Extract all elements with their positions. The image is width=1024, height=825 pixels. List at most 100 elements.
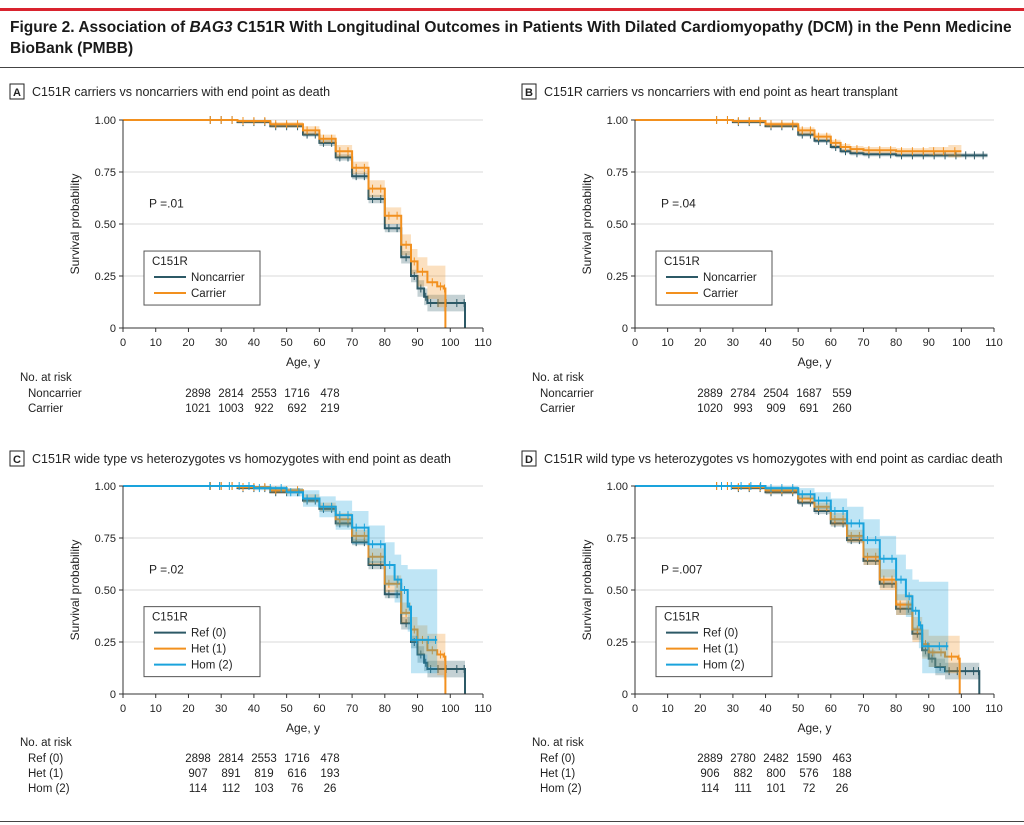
series-1 (635, 116, 962, 158)
risk-value: 1003 (218, 403, 244, 415)
y-tick-label: 0 (110, 689, 116, 701)
figure-title-gene: BAG3 (189, 19, 233, 36)
legend-title: C151R (664, 256, 700, 268)
y-tick-label: 1.00 (95, 115, 116, 127)
y-tick-label: 0.50 (607, 585, 628, 597)
risk-value: 219 (320, 403, 339, 415)
legend-entry: Noncarrier (191, 272, 245, 284)
risk-value: 2553 (251, 388, 277, 400)
risk-value: 478 (320, 388, 339, 400)
panel-c: C C151R wide type vs heterozygotes vs hom… (9, 450, 492, 795)
y-tick-label: 0 (622, 689, 628, 701)
y-tick-label: 0.75 (95, 167, 116, 179)
x-tick-label: 60 (825, 703, 837, 715)
legend-title: C151R (152, 612, 188, 624)
panel-title: C151R carriers vs noncarriers with end p… (32, 85, 330, 99)
risk-row-label: Het (1) (540, 768, 575, 780)
y-tick-label: 0.25 (607, 637, 628, 649)
p-value: P =.04 (661, 196, 696, 210)
y-tick-label: 1.00 (95, 481, 116, 493)
risk-value: 993 (733, 403, 752, 415)
risk-value: 114 (701, 783, 720, 795)
risk-value: 2814 (218, 753, 244, 765)
survival-curve (635, 119, 988, 157)
risk-value: 72 (803, 783, 816, 795)
ci-band (635, 486, 980, 694)
risk-value: 2482 (763, 753, 789, 765)
figure-title: Figure 2. Association of BAG3 C151R With… (10, 17, 1014, 59)
panel-b: B C151R carriers vs noncarriers with end … (521, 83, 1003, 415)
legend-entry: Ref (0) (191, 628, 226, 640)
y-tick-label: 0.25 (95, 637, 116, 649)
x-axis-title: Age, y (286, 355, 320, 369)
x-tick-label: 60 (313, 337, 325, 349)
y-tick-label: 0.75 (607, 167, 628, 179)
risk-value: 2898 (185, 388, 211, 400)
x-tick-label: 80 (890, 703, 902, 715)
risk-value: 1716 (284, 753, 310, 765)
x-tick-label: 70 (857, 703, 869, 715)
risk-value: 909 (766, 403, 785, 415)
risk-table-header: No. at risk (532, 737, 584, 749)
risk-value: 2889 (697, 388, 723, 400)
x-tick-label: 10 (662, 703, 674, 715)
series-2 (123, 482, 438, 674)
series-2 (635, 482, 949, 674)
risk-row-label: Ref (0) (28, 753, 63, 765)
survival-curve (635, 119, 962, 153)
x-tick-label: 30 (215, 703, 227, 715)
x-axis-title: Age, y (797, 355, 831, 369)
legend-title: C151R (664, 612, 700, 624)
risk-value: 478 (320, 753, 339, 765)
x-tick-label: 0 (120, 703, 126, 715)
risk-value: 1687 (796, 388, 822, 400)
p-value: P =.007 (661, 562, 703, 576)
risk-value: 907 (188, 768, 207, 780)
risk-table-header: No. at risk (532, 372, 584, 384)
risk-value: 800 (766, 768, 785, 780)
x-tick-label: 40 (248, 703, 260, 715)
x-tick-label: 90 (923, 703, 935, 715)
risk-value: 1021 (185, 403, 211, 415)
x-tick-label: 110 (985, 703, 1003, 715)
ci-band (635, 120, 988, 158)
risk-value: 2814 (218, 388, 244, 400)
x-tick-label: 80 (379, 703, 391, 715)
x-tick-label: 90 (411, 337, 423, 349)
risk-row-label: Hom (2) (540, 783, 582, 795)
p-value: P =.02 (149, 562, 184, 576)
y-tick-label: 0.75 (95, 533, 116, 545)
risk-value: 1590 (796, 753, 822, 765)
y-tick-label: 0.25 (607, 271, 628, 283)
risk-value: 2889 (697, 753, 723, 765)
panel-d: D C151R wild type vs heterozygotes vs hom… (521, 450, 1003, 795)
top-accent-bar (0, 8, 1024, 11)
x-tick-label: 20 (694, 337, 706, 349)
panel-title: C151R wide type vs heterozygotes vs homo… (32, 452, 451, 466)
risk-value: 463 (832, 753, 851, 765)
risk-value: 101 (766, 783, 785, 795)
x-tick-label: 10 (150, 703, 162, 715)
ci-band (635, 486, 960, 694)
x-tick-label: 30 (727, 703, 739, 715)
legend-entry: Carrier (191, 288, 226, 300)
risk-row-label: Ref (0) (540, 753, 575, 765)
ci-band (123, 486, 438, 674)
x-tick-label: 50 (792, 337, 804, 349)
x-tick-label: 50 (281, 703, 293, 715)
risk-value: 882 (733, 768, 752, 780)
risk-value: 2553 (251, 753, 277, 765)
ci-band (123, 120, 465, 328)
y-tick-label: 0 (622, 323, 628, 335)
risk-value: 1716 (284, 388, 310, 400)
panel-label: B (525, 87, 533, 99)
p-value: P =.01 (149, 196, 184, 210)
x-tick-label: 100 (441, 703, 459, 715)
ci-band (123, 486, 465, 694)
x-tick-label: 70 (857, 337, 869, 349)
panel-label-box (9, 450, 25, 467)
x-tick-label: 80 (379, 337, 391, 349)
legend-entry: Noncarrier (703, 272, 757, 284)
x-tick-label: 60 (313, 703, 325, 715)
